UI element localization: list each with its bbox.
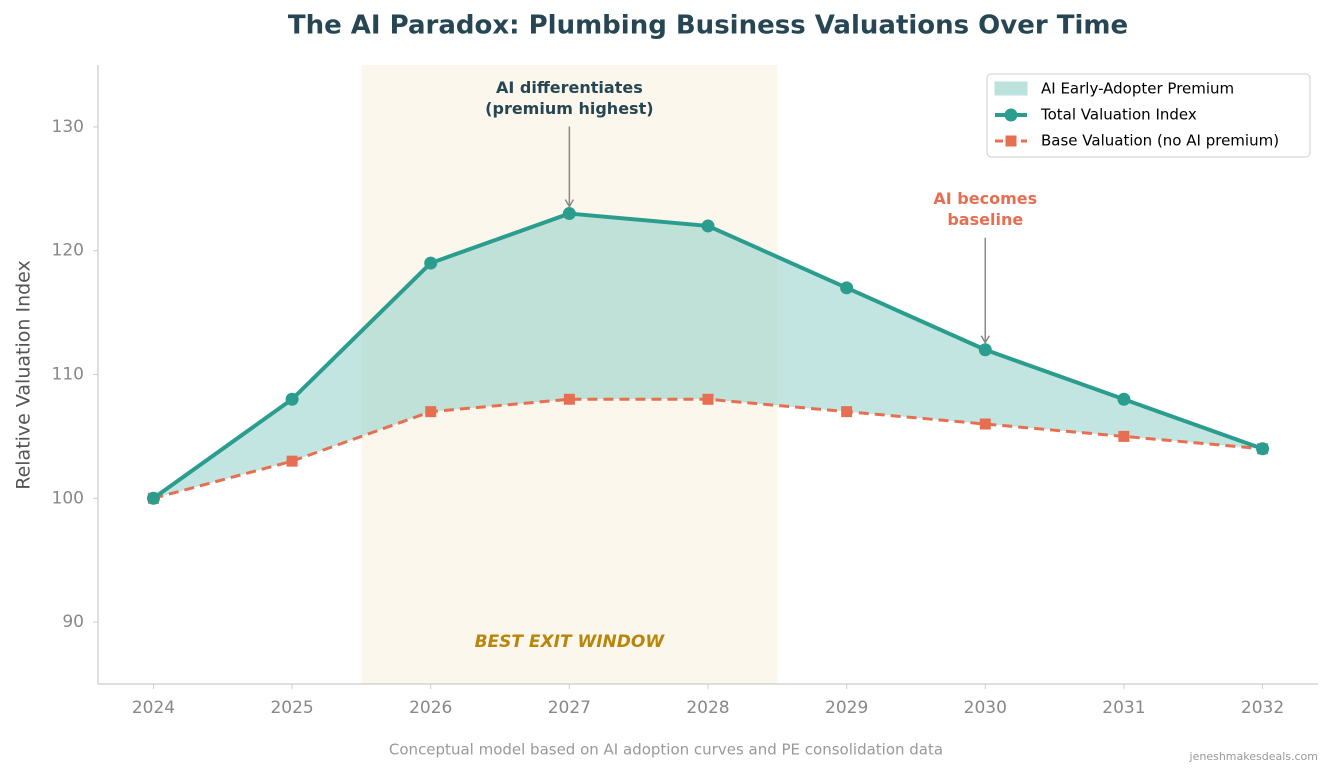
y-tick-label: 130 — [52, 117, 84, 137]
x-tick-label: 2031 — [1102, 698, 1145, 718]
x-tick-label: 2032 — [1241, 698, 1284, 718]
y-tick-label: 120 — [52, 241, 84, 261]
chart-title: The AI Paradox: Plumbing Business Valuat… — [288, 11, 1128, 41]
legend-box — [986, 73, 1311, 158]
marker — [702, 393, 714, 405]
y-axis-label: Relative Valuation Index — [13, 260, 35, 490]
y-tick-label: 100 — [52, 488, 84, 508]
marker — [562, 207, 576, 221]
annotation-text: AI differentiates — [496, 78, 643, 97]
highlight-label: BEST EXIT WINDOW — [475, 632, 666, 652]
watermark: jeneshmakesdeals.com — [1189, 750, 1318, 763]
annotation-text: (premium highest) — [485, 99, 653, 118]
footnote: Conceptual model based on AI adoption cu… — [389, 741, 943, 759]
annotation-text: AI becomes — [933, 189, 1037, 208]
marker — [1256, 442, 1270, 456]
marker — [563, 393, 575, 405]
annotation-arrowhead — [564, 199, 575, 209]
annotation-arrowhead — [980, 335, 990, 345]
marker — [1118, 430, 1130, 442]
x-tick-label: 2026 — [409, 698, 452, 718]
legend-marker — [1005, 135, 1017, 147]
x-tick-label: 2028 — [686, 698, 729, 718]
marker — [978, 343, 992, 357]
marker — [840, 281, 854, 295]
marker — [286, 455, 298, 467]
annotation-text: baseline — [947, 210, 1023, 229]
marker — [285, 392, 299, 406]
marker — [841, 406, 853, 418]
marker — [424, 256, 438, 270]
x-tick-label: 2029 — [825, 698, 868, 718]
marker — [146, 491, 160, 505]
legend-swatch — [994, 81, 1028, 96]
x-tick-label: 2030 — [964, 698, 1007, 718]
marker — [425, 406, 437, 418]
legend: AI Early-Adopter Premium Total Valuation … — [986, 73, 1311, 158]
legend-label: Base Valuation (no AI premium) — [1041, 132, 1279, 150]
x-tick-label: 2027 — [548, 698, 591, 718]
legend-marker — [1004, 108, 1018, 122]
premium-area — [153, 213, 1263, 499]
marker — [979, 418, 991, 430]
legend-label: Total Valuation Index — [1040, 106, 1197, 124]
marker — [701, 219, 715, 233]
x-tick-label: 2024 — [132, 698, 175, 718]
y-tick-label: 90 — [62, 612, 84, 632]
marker — [1117, 392, 1131, 406]
x-tick-label: 2025 — [270, 698, 313, 718]
legend-label: AI Early-Adopter Premium — [1041, 80, 1234, 98]
y-tick-label: 110 — [52, 365, 84, 385]
